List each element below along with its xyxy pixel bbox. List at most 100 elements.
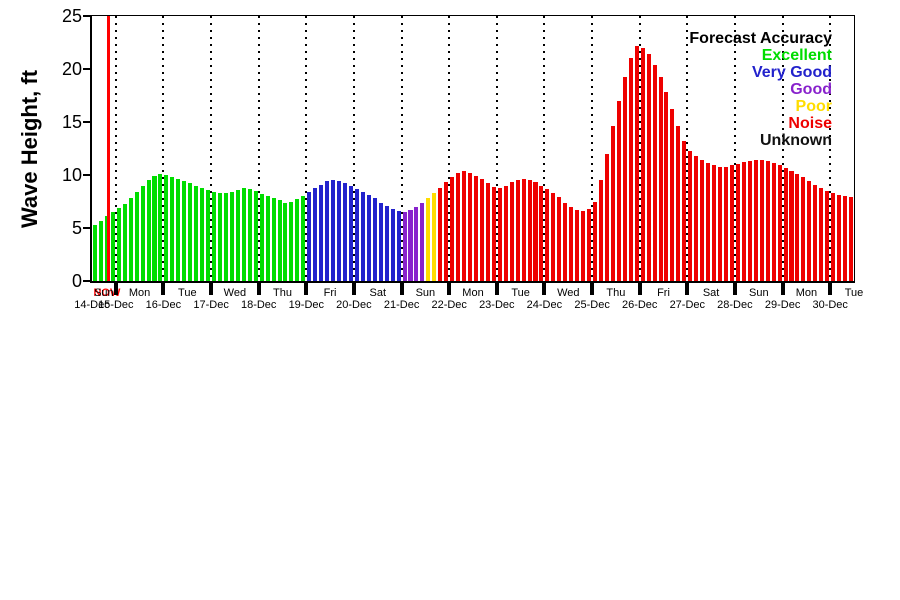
wave-bar bbox=[807, 181, 812, 281]
day-name-label: Tue bbox=[511, 287, 530, 299]
day-name-label: Fri bbox=[323, 287, 337, 299]
y-tick-mark bbox=[83, 227, 90, 229]
y-tick-mark bbox=[83, 121, 90, 123]
wave-bar bbox=[557, 197, 562, 281]
wave-bar bbox=[694, 155, 699, 281]
wave-bar bbox=[337, 181, 342, 281]
day-gridline bbox=[638, 16, 641, 281]
wave-bar bbox=[509, 182, 514, 281]
wave-bar bbox=[152, 176, 157, 281]
wave-bar bbox=[414, 206, 419, 281]
wave-bar bbox=[444, 182, 449, 281]
x-tick-label: 15-Dec bbox=[98, 299, 134, 311]
day-gridline bbox=[686, 16, 689, 281]
wave-bar bbox=[176, 179, 181, 281]
day-gridline bbox=[257, 16, 260, 281]
wave-bar bbox=[342, 183, 348, 281]
day-gridline bbox=[210, 16, 213, 281]
wave-bar bbox=[170, 177, 175, 281]
legend-entry-poor: Poor bbox=[795, 98, 832, 115]
wave-bar bbox=[271, 198, 276, 281]
legend-entry-excellent: Excellent bbox=[761, 47, 832, 64]
y-tick-label: 15 bbox=[61, 112, 82, 132]
wave-bar bbox=[503, 185, 508, 281]
wave-bar bbox=[593, 201, 598, 281]
day-boundary-tick bbox=[209, 283, 214, 295]
x-tick-label: 29-Dec bbox=[764, 299, 801, 311]
wave-bar bbox=[134, 191, 139, 281]
day-boundary-tick bbox=[590, 283, 595, 295]
y-tick-mark bbox=[83, 174, 90, 176]
wave-bar bbox=[497, 187, 502, 281]
wave-bar bbox=[182, 181, 187, 281]
bars-layer bbox=[92, 16, 854, 281]
day-name-label: Mon bbox=[795, 287, 818, 299]
x-tick-label: 30-Dec bbox=[812, 299, 848, 311]
wave-bar bbox=[712, 165, 717, 281]
wave-bar bbox=[313, 187, 318, 281]
day-boundary-tick bbox=[447, 283, 452, 295]
wave-bar bbox=[783, 167, 788, 281]
x-tick-label: 24-Dec bbox=[526, 299, 563, 311]
wave-bar bbox=[462, 170, 467, 281]
day-name-label: Fri bbox=[657, 287, 670, 299]
wave-bar bbox=[825, 190, 830, 281]
wave-bar bbox=[420, 202, 425, 281]
day-gridline bbox=[400, 16, 403, 281]
legend-entry-noise: Noise bbox=[788, 115, 832, 132]
wave-bar bbox=[789, 170, 794, 281]
legend-title: Forecast Accuracy bbox=[689, 30, 832, 47]
wave-bar bbox=[426, 198, 431, 281]
wave-bar bbox=[479, 179, 484, 281]
wave-bar bbox=[664, 92, 669, 281]
y-tick-mark bbox=[83, 68, 90, 70]
wave-bar bbox=[468, 172, 473, 281]
wave-bar bbox=[116, 207, 121, 281]
wave-bar bbox=[813, 184, 818, 281]
wave-bar bbox=[634, 45, 639, 281]
day-name-label: Sat bbox=[369, 287, 387, 299]
wave-bar bbox=[212, 191, 217, 281]
wave-bar bbox=[128, 198, 133, 281]
wave-bar bbox=[819, 187, 824, 281]
y-axis-title: Wave Height, ft bbox=[17, 69, 42, 229]
wave-bar bbox=[777, 165, 782, 281]
legend-entry-good: Good bbox=[790, 81, 832, 98]
legend: Forecast Accuracy Excellent Very Good Good… bbox=[689, 30, 832, 149]
wave-bar bbox=[206, 189, 211, 281]
wave-bar bbox=[646, 54, 651, 281]
x-tick-label: 25-Dec bbox=[574, 299, 610, 311]
wave-bar bbox=[491, 186, 496, 281]
wave-bar bbox=[456, 172, 461, 281]
x-tick-label: 21-Dec bbox=[383, 299, 420, 311]
y-tick-label: 5 bbox=[71, 218, 82, 238]
wave-bar bbox=[759, 160, 764, 281]
wave-bar bbox=[229, 191, 234, 281]
wave-bar bbox=[545, 188, 550, 281]
day-boundary-tick bbox=[399, 283, 404, 295]
day-boundary-tick bbox=[113, 283, 118, 295]
legend-entry-very-good: Very Good bbox=[751, 64, 832, 81]
day-gridline bbox=[305, 16, 308, 281]
wave-bar bbox=[253, 190, 258, 281]
wave-bar bbox=[831, 193, 836, 281]
x-tick-label: 20-Dec bbox=[336, 299, 372, 311]
wave-bar bbox=[194, 185, 199, 281]
day-name-label: Wed bbox=[557, 287, 580, 299]
wave-bar bbox=[289, 201, 294, 281]
day-name-label: Mon bbox=[128, 287, 151, 299]
day-name-label: Wed bbox=[223, 287, 247, 299]
day-gridline bbox=[448, 16, 451, 281]
wave-bar bbox=[140, 185, 145, 281]
wave-bar bbox=[348, 185, 353, 281]
wave-bar bbox=[92, 224, 97, 281]
wave-bar bbox=[581, 211, 586, 281]
day-boundary-tick bbox=[256, 283, 261, 295]
x-tick-label: 23-Dec bbox=[479, 299, 515, 311]
wave-bar bbox=[628, 58, 633, 281]
wave-bar bbox=[122, 203, 127, 281]
wave-bar bbox=[235, 189, 240, 281]
wave-bar bbox=[217, 193, 223, 281]
wave-bar bbox=[843, 196, 848, 281]
